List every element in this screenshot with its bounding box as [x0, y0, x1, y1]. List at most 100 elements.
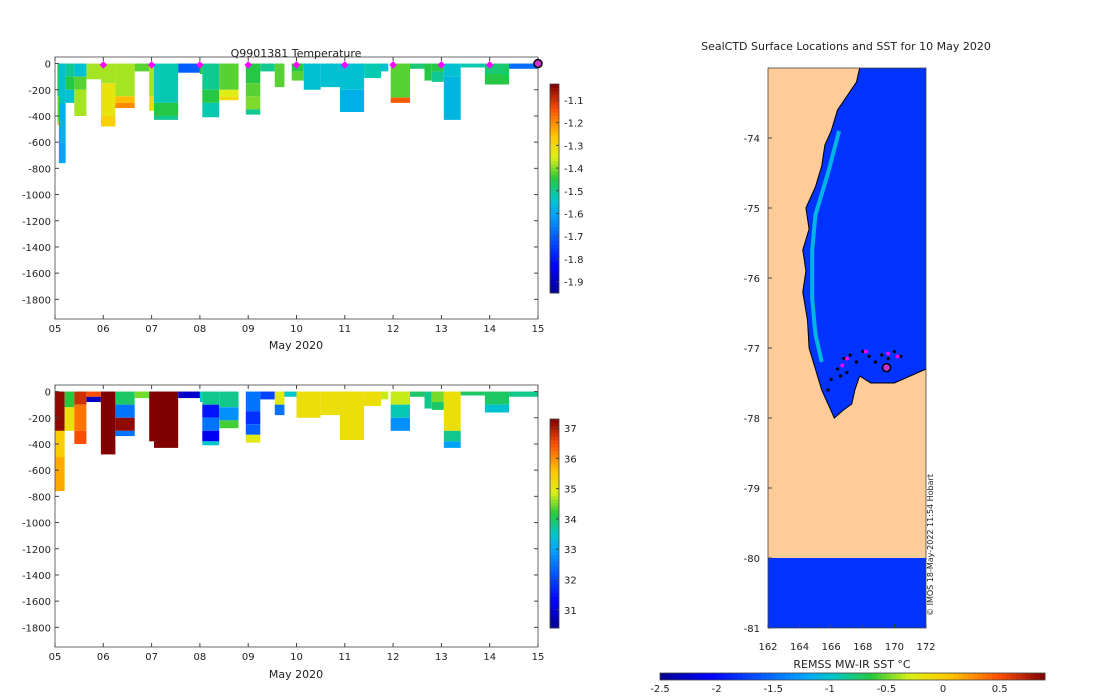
profile-28 [484, 391, 510, 413]
profile-20 [364, 391, 382, 406]
colorbar-cell-52 [550, 443, 559, 448]
sst-colorbar-cell-34 [823, 673, 829, 680]
profile-24 [424, 391, 432, 409]
colorbar-cell-21 [550, 551, 559, 556]
sst-colorbar-label: REMSS MW-IR SST °C [793, 658, 911, 671]
profile-27 [443, 63, 461, 120]
profile-28-layer-1 [484, 404, 510, 413]
profile-11-layer-0 [199, 63, 203, 75]
profile-15 [274, 391, 285, 416]
profile-11-layer-1 [202, 404, 220, 418]
colorbar-cell-25 [550, 537, 559, 542]
profile-28 [460, 63, 485, 68]
sst-colorbar-cell-65 [972, 673, 979, 680]
y-tick-label--400: -400 [28, 440, 51, 451]
colorbar-cell-26 [550, 198, 559, 203]
colorbar-cell-5 [550, 607, 559, 612]
colorbar-cell-42 [550, 478, 559, 483]
profile-9-layer-0 [154, 63, 179, 103]
x-tick-label-05: 05 [49, 652, 62, 663]
colorbar-cell-3 [550, 279, 559, 284]
colorbar-tick-label--1.6: -1.6 [564, 209, 584, 220]
sst-colorbar-cell-63 [963, 673, 969, 680]
colorbar-cell-40 [550, 485, 559, 490]
surface-location-3 [895, 354, 900, 359]
profile-2-layer-2 [74, 430, 87, 444]
colorbar-cell-27 [550, 195, 559, 200]
profile-12-layer-2 [219, 420, 239, 429]
sst-colorbar-cell-35 [828, 673, 834, 680]
profile-23-layer-0 [410, 391, 425, 397]
sst-colorbar-cell-67 [982, 673, 988, 680]
sst-colorbar-tick--1: -1 [825, 684, 835, 695]
sst-colorbar-cell-5 [684, 673, 690, 680]
profile-1-layer-1 [58, 102, 66, 143]
profile-18 [303, 63, 321, 90]
surface-marker-12: ◆ [389, 60, 397, 71]
profile-19 [320, 63, 340, 88]
map-x-tick-label-170: 170 [885, 642, 904, 653]
colorbar-cell-4 [550, 275, 559, 280]
x-tick-label-08: 08 [194, 324, 207, 335]
colorbar-cell-48 [550, 122, 559, 127]
colorbar-cell-5 [550, 272, 559, 277]
profile-11-layer-4 [202, 441, 220, 446]
profile-13-layer-2 [245, 424, 261, 435]
profile-27-layer-0 [460, 391, 485, 396]
profile-29 [484, 63, 510, 85]
map-x-tick-label-166: 166 [822, 642, 841, 653]
sst-colorbar-cell-0 [660, 673, 666, 680]
profile-2 [74, 391, 87, 444]
profile-7-layer-0 [149, 391, 155, 442]
colorbar-cell-55 [550, 432, 559, 437]
colorbar-cell-45 [550, 132, 559, 137]
sst-colorbar-cell-57 [934, 673, 940, 680]
map-x-tick-label-172: 172 [916, 642, 935, 653]
colorbar-cell-36 [550, 499, 559, 504]
colorbar-cell-20 [550, 554, 559, 559]
y-tick-label--1600: -1600 [22, 597, 51, 608]
y-tick-label--1800: -1800 [22, 623, 51, 634]
profile-14 [260, 391, 275, 400]
sst-colorbar-cell-12 [717, 673, 724, 680]
surface-marker-8: ◆ [196, 60, 204, 71]
colorbar-cell-37 [550, 495, 559, 500]
y-tick-label--600: -600 [28, 466, 51, 477]
profile-17-layer-0 [296, 391, 321, 418]
profile-13-layer-1 [219, 89, 239, 97]
colorbar-cell-33 [550, 509, 559, 514]
colorbar-cell-8 [550, 596, 559, 601]
colorbar-tick-label-33: 33 [564, 545, 577, 556]
profile-5 [100, 63, 116, 127]
profile-7 [149, 391, 155, 442]
x-tick-label-06: 06 [97, 324, 110, 335]
profile-27-layer-1 [443, 76, 461, 120]
track-point-12 [826, 388, 830, 392]
profile-3-layer-2 [74, 89, 87, 116]
profile-12-layer-0 [202, 63, 220, 90]
colorbar-cell-3 [550, 614, 559, 619]
profile-29-layer-0 [509, 391, 538, 397]
sst-colorbar-cell-28 [794, 673, 801, 680]
surface-marker-10: ◆ [293, 60, 301, 71]
y-tick-label-0: 0 [45, 60, 51, 71]
profile-30-layer-0 [509, 63, 538, 69]
coastline [802, 67, 927, 419]
y-tick-label--1000: -1000 [22, 191, 51, 202]
colorbar-cell-56 [550, 94, 559, 99]
profile-9-layer-1 [154, 102, 179, 116]
colorbar-cell-14 [550, 240, 559, 245]
profile-15-layer-1 [274, 404, 285, 416]
colorbar-cell-35 [550, 502, 559, 507]
sst-colorbar-cell-6 [688, 673, 695, 680]
colorbar-tick-label--1.1: -1.1 [564, 96, 584, 107]
sst-colorbar-cell-22 [765, 673, 772, 680]
sst-colorbar-cell-31 [809, 673, 815, 680]
x-tick-label-07: 07 [145, 324, 158, 335]
colorbar-cell-10 [550, 589, 559, 594]
map-y-tick-label--77: -77 [744, 344, 760, 355]
profile-23-layer-1 [390, 97, 411, 103]
profile-0-layer-1 [55, 430, 65, 458]
colorbar-cell-14 [550, 575, 559, 580]
profile-21-layer-0 [364, 63, 382, 78]
